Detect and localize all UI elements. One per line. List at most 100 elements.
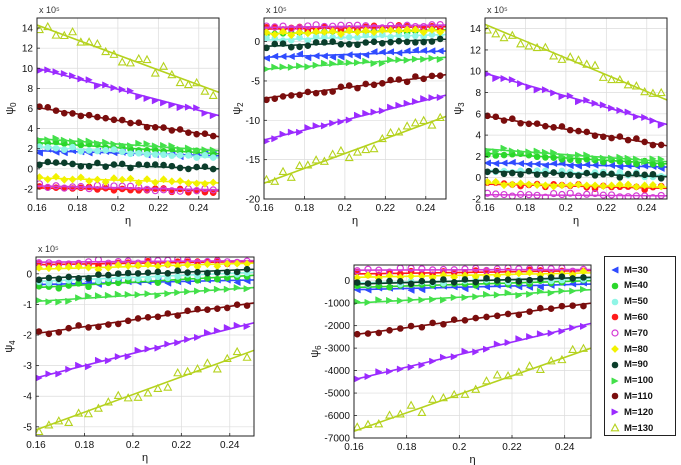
data-point-m-120 <box>176 103 184 112</box>
y-tick-label: 0 <box>27 164 33 175</box>
x-axis-label: η <box>125 215 131 227</box>
data-point-m-120 <box>485 70 492 78</box>
data-point-m-100 <box>193 147 201 155</box>
data-point-m-90 <box>75 275 82 282</box>
data-point-m-80 <box>192 179 201 188</box>
data-point-m-90 <box>440 276 447 283</box>
data-point-m-30 <box>436 47 444 55</box>
data-point-m-100 <box>296 62 304 70</box>
y-tick-label: -7000 <box>324 434 350 445</box>
data-point-m-110 <box>608 134 615 142</box>
data-point-m-100 <box>583 151 591 159</box>
x-axis-label: η <box>142 452 148 464</box>
axes-frame <box>484 17 668 200</box>
data-point-m-110 <box>61 109 68 117</box>
x-tick-label: 0.2 <box>338 203 352 214</box>
legend-entry-m-70: M=70 <box>609 326 648 340</box>
data-point-m-110 <box>386 327 393 334</box>
data-point-m-100 <box>144 290 152 298</box>
data-point-m-80 <box>118 175 127 184</box>
data-point-m-120 <box>525 83 533 91</box>
legend-marker <box>611 393 619 400</box>
y-tick-label: -1000 <box>324 299 350 310</box>
data-point-m-80 <box>345 26 354 35</box>
x-tick-label: 0.24 <box>220 440 240 451</box>
data-point-m-90 <box>517 171 524 178</box>
x-tick-label: 0.22 <box>597 203 617 214</box>
data-point-m-100 <box>517 148 525 157</box>
data-point-m-120 <box>657 121 665 129</box>
data-point-m-110 <box>547 305 555 312</box>
data-point-m-80 <box>549 182 558 191</box>
data-point-m-110 <box>329 88 336 95</box>
data-point-m-90 <box>436 35 444 43</box>
data-point-m-110 <box>407 322 415 330</box>
y-tick-label: -15 <box>246 155 261 166</box>
data-point-m-130 <box>328 149 338 158</box>
data-point-m-120 <box>526 332 534 341</box>
data-point-m-100 <box>110 140 118 148</box>
data-point-m-130 <box>93 403 103 412</box>
data-point-m-110 <box>65 324 72 332</box>
data-point-m-50 <box>52 144 60 152</box>
data-point-m-40 <box>657 161 665 168</box>
data-point-m-120 <box>127 87 135 95</box>
data-point-m-130 <box>68 27 78 36</box>
legend-label: M=100 <box>624 375 654 387</box>
data-point-m-120 <box>362 109 370 117</box>
data-point-m-110 <box>194 305 201 313</box>
data-point-m-30 <box>536 283 544 291</box>
panel-psi4: 0.16 0.18 0.2 0.22 0.24 -5 -4 -3 -2 -1 0 η ψ4 x 10⁵ <box>3 244 255 464</box>
data-point-m-90 <box>164 270 172 277</box>
data-point-m-130 <box>590 60 600 69</box>
data-point-m-110 <box>36 328 43 335</box>
data-point-m-120 <box>52 68 60 76</box>
data-point-m-90 <box>485 168 491 176</box>
data-point-m-70 <box>60 184 68 192</box>
data-point-m-120 <box>395 101 403 109</box>
data-point-m-90 <box>184 269 191 276</box>
data-point-m-130 <box>109 49 119 58</box>
data-point-m-110 <box>378 80 386 87</box>
data-point-m-110 <box>105 321 112 328</box>
x-tick-label: 0.16 <box>254 203 274 214</box>
data-point-m-130 <box>192 77 202 87</box>
data-point-m-100 <box>492 148 500 156</box>
data-point-m-100 <box>649 155 657 163</box>
data-point-m-50 <box>37 143 43 150</box>
data-point-m-50 <box>168 152 176 159</box>
data-point-m-90 <box>37 161 43 169</box>
data-point-m-130 <box>402 121 412 130</box>
data-point-m-100 <box>135 139 143 147</box>
data-point-m-90 <box>279 40 287 47</box>
data-point-m-50 <box>77 148 85 155</box>
data-point-m-40 <box>500 151 508 159</box>
data-point-m-100 <box>525 148 533 156</box>
data-point-m-120 <box>483 345 491 353</box>
data-point-m-120 <box>134 346 142 354</box>
data-point-m-90 <box>504 276 512 284</box>
data-point-m-130 <box>435 112 445 122</box>
data-point-m-120 <box>533 86 541 94</box>
data-point-m-90 <box>508 169 516 177</box>
data-point-m-120 <box>329 119 337 127</box>
data-point-m-120 <box>320 122 329 130</box>
data-point-m-80 <box>68 175 77 184</box>
data-point-m-110 <box>533 120 541 127</box>
data-point-m-120 <box>566 92 574 100</box>
data-point-m-110 <box>144 313 152 321</box>
data-point-m-80 <box>159 175 168 184</box>
data-point-m-110 <box>461 317 469 324</box>
data-point-m-90 <box>193 163 200 171</box>
data-point-m-110 <box>429 319 436 327</box>
data-point-m-120 <box>536 330 545 338</box>
data-point-m-70 <box>485 189 492 197</box>
data-point-m-100 <box>94 292 103 300</box>
data-point-m-120 <box>60 69 69 78</box>
data-point-m-80 <box>295 28 304 37</box>
data-point-m-50 <box>102 146 109 154</box>
data-point-m-130 <box>492 370 502 379</box>
data-point-m-100 <box>483 290 491 299</box>
data-point-m-110 <box>296 91 303 99</box>
data-point-m-30 <box>361 51 370 59</box>
